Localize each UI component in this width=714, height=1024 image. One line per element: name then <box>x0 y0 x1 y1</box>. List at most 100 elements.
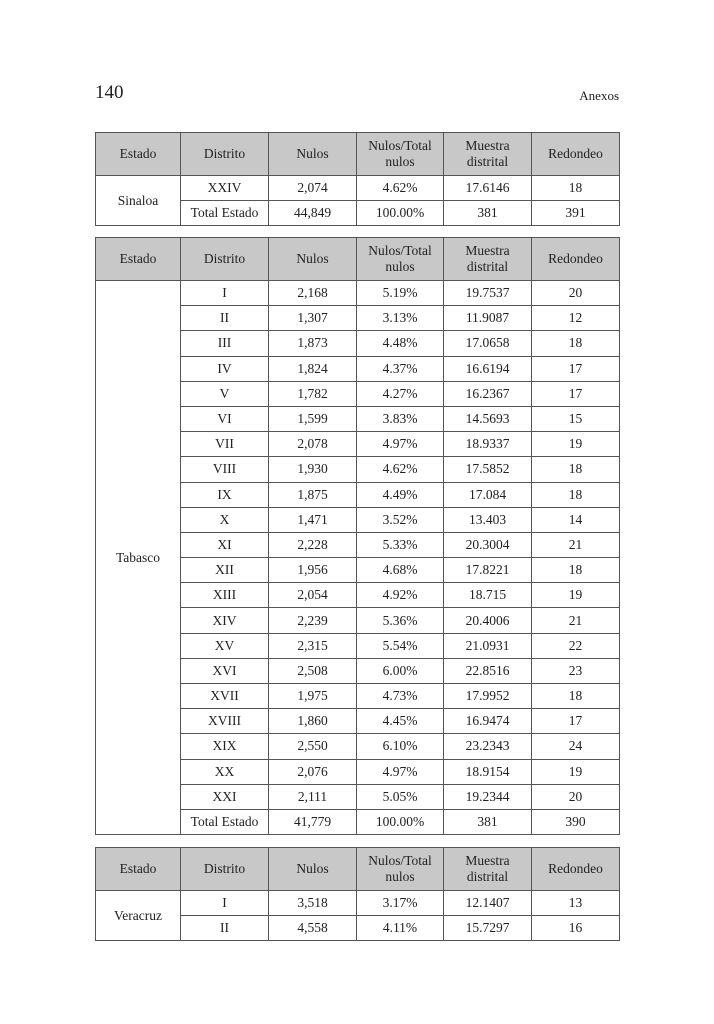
column-header: Estado <box>95 847 181 891</box>
data-cell: I <box>180 890 269 916</box>
data-cell: 4.37% <box>356 355 444 382</box>
data-cell: 17.5852 <box>443 456 532 483</box>
data-cell: 4.27% <box>356 380 444 407</box>
column-header: Muestra distrital <box>443 847 532 891</box>
table-row: II 4,558 4.11% 15.7297 16 <box>96 915 620 941</box>
table-sinaloa: Estado Distrito Nulos Nulos/Total nulos Muest… <box>95 132 620 226</box>
data-cell: 41,779 <box>268 808 357 836</box>
column-header: Redondeo <box>531 132 620 176</box>
table-row: VII 2,078 4.97% 18.9337 19 <box>96 431 620 458</box>
data-cell: 3.83% <box>356 405 444 433</box>
estado-cell: Sinaloa <box>95 175 181 226</box>
data-cell: XIV <box>180 607 269 634</box>
data-cell: 18.9154 <box>443 758 532 785</box>
data-cell: 20 <box>531 783 620 810</box>
data-cell: 18 <box>531 682 620 710</box>
data-cell: 15 <box>531 405 620 433</box>
data-cell: 1,307 <box>268 305 357 332</box>
table-tabasco: Estado Distrito Nulos Nulos/Total nulos Muest… <box>95 237 620 836</box>
data-cell: 14.5693 <box>443 405 532 433</box>
page-number: 140 <box>95 82 124 103</box>
data-cell: 2,239 <box>268 607 357 634</box>
table-row: XIII 2,054 4.92% 18.715 19 <box>96 582 620 609</box>
data-cell: 20.4006 <box>443 607 532 634</box>
data-cell: XVII <box>180 682 269 710</box>
data-cell: 12 <box>531 305 620 332</box>
table-row: XIX 2,550 6.10% 23.2343 24 <box>96 733 620 760</box>
data-cell: XVIII <box>180 708 269 735</box>
data-cell: 381 <box>443 808 532 836</box>
data-cell: 2,054 <box>268 582 357 609</box>
table-row: XVIII 1,860 4.45% 16.9474 17 <box>96 708 620 735</box>
data-cell: 17 <box>531 355 620 382</box>
data-cell: 17 <box>531 380 620 407</box>
header-row: Estado Distrito Nulos Nulos/Total nulos Muest… <box>95 237 620 281</box>
data-cell: 15.7297 <box>443 915 532 941</box>
data-cell: 2,228 <box>268 531 357 559</box>
data-cell: 12.1407 <box>443 890 532 916</box>
table-row: XVII 1,975 4.73% 17.9952 18 <box>96 682 620 710</box>
data-cell: 2,508 <box>268 657 357 685</box>
estado-cell: Tabasco <box>95 279 181 836</box>
data-cell: 21.0931 <box>443 632 532 659</box>
data-cell: 22.8516 <box>443 657 532 685</box>
data-cell: 6.00% <box>356 657 444 685</box>
data-cell: 1,875 <box>268 481 357 508</box>
data-cell: XI <box>180 531 269 559</box>
running-title: Anexos <box>579 88 619 103</box>
table-row: XXI 2,111 5.05% 19.2344 20 <box>96 783 620 810</box>
data-cell: 4.45% <box>356 708 444 735</box>
data-cell: 17.084 <box>443 481 532 508</box>
column-header: Nulos <box>268 847 357 891</box>
data-cell: 4.97% <box>356 758 444 785</box>
data-cell: 1,471 <box>268 506 357 533</box>
data-cell: 3,518 <box>268 890 357 916</box>
data-cell: 19.2344 <box>443 783 532 810</box>
data-cell: 16 <box>531 915 620 941</box>
data-cell: 20.3004 <box>443 531 532 559</box>
column-header: Redondeo <box>531 237 620 281</box>
data-cell: 3.52% <box>356 506 444 533</box>
data-cell: 13.403 <box>443 506 532 533</box>
data-cell: 18 <box>531 330 620 357</box>
data-cell: 4.48% <box>356 330 444 357</box>
column-header: Estado <box>95 132 181 176</box>
column-header: Muestra distrital <box>443 132 532 176</box>
data-cell: I <box>180 279 269 307</box>
data-cell: 1,975 <box>268 682 357 710</box>
data-cell: 3.13% <box>356 305 444 332</box>
table-row: XV 2,315 5.54% 21.0931 22 <box>96 632 620 659</box>
data-cell: 4.62% <box>356 456 444 483</box>
column-header: Nulos/Total nulos <box>356 847 444 891</box>
data-cell: 16.6194 <box>443 355 532 382</box>
data-cell: 391 <box>531 200 620 226</box>
table-row: VIII 1,930 4.62% 17.5852 18 <box>96 456 620 483</box>
data-cell: 2,078 <box>268 431 357 458</box>
data-cell: 390 <box>531 808 620 836</box>
data-cell: 19 <box>531 431 620 458</box>
data-cell: 1,873 <box>268 330 357 357</box>
data-cell: 19 <box>531 582 620 609</box>
data-cell: 1,599 <box>268 405 357 433</box>
data-cell: 1,930 <box>268 456 357 483</box>
data-cell: XVI <box>180 657 269 685</box>
data-cell: 4.92% <box>356 582 444 609</box>
data-cell: IX <box>180 481 269 508</box>
column-header: Nulos <box>268 132 357 176</box>
column-header: Distrito <box>180 847 269 891</box>
table-row: Total Estado 44,849 100.00% 381 391 <box>96 200 620 226</box>
column-header: Nulos/Total nulos <box>356 132 444 176</box>
data-cell: X <box>180 506 269 533</box>
data-cell: VI <box>180 405 269 433</box>
data-cell: XX <box>180 758 269 785</box>
data-cell: 17 <box>531 708 620 735</box>
data-cell: 1,824 <box>268 355 357 382</box>
data-cell: 18 <box>531 175 620 201</box>
table-row: Veracruz I 3,518 3.17% 12.1407 13 <box>95 890 620 941</box>
table-row: Sinaloa XXIV 2,074 4.62% 17.6146 18 <box>95 175 620 226</box>
table-row: III 1,873 4.48% 17.0658 18 <box>96 330 620 357</box>
column-header: Nulos/Total nulos <box>356 237 444 281</box>
data-cell: 14 <box>531 506 620 533</box>
data-cell: 1,860 <box>268 708 357 735</box>
data-cell: VII <box>180 431 269 458</box>
